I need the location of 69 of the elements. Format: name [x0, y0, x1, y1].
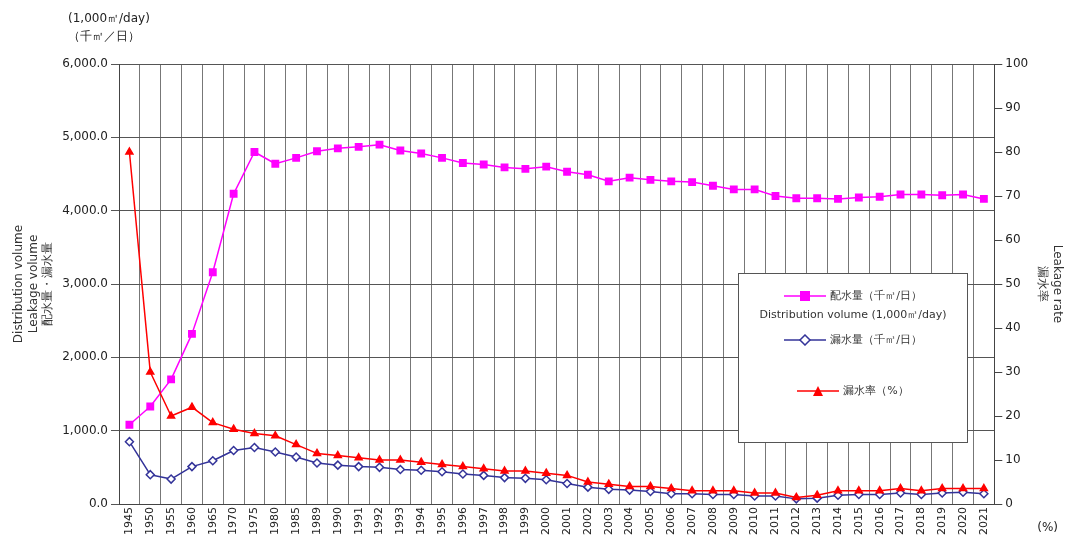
x-tick-label: 2008: [705, 507, 719, 536]
x-tick-label: 2010: [747, 507, 761, 536]
y-tick-label: 1,000.0: [62, 422, 108, 437]
y-tick-label: 4,000.0: [62, 202, 108, 217]
x-tick-label: 2016: [872, 507, 886, 536]
legend-label: 漏水率（%）: [843, 383, 909, 398]
x-tick-label: 2019: [935, 507, 949, 536]
x-tick-label: 1997: [476, 507, 490, 536]
legend-label: 漏水量（千㎥/日）: [830, 332, 922, 347]
y2-tick-label: 0: [1005, 496, 1013, 511]
x-tick-label: 2005: [643, 507, 657, 536]
y-tick-label: 2,000.0: [62, 349, 108, 364]
y2-tick-label: 100: [1005, 56, 1029, 71]
x-tick-label: 1945: [122, 507, 136, 536]
x-tick-label: 2020: [955, 507, 969, 536]
x-tick-label: 1989: [309, 507, 323, 536]
y-axis-title: Distribution volume Leakage volume 配水量・漏水量: [11, 224, 55, 344]
x-tick-label: 1965: [205, 507, 219, 536]
x-tick-label: 1985: [289, 507, 302, 536]
x-tick-label: 2011: [768, 507, 782, 536]
x-tick-label: 1993: [393, 507, 407, 536]
x-tick-label: 2012: [789, 507, 803, 536]
x-tick-label: 2014: [830, 507, 844, 536]
y2-axis-title: Leakage rate 漏水率: [1036, 244, 1065, 324]
x-tick-label: 2002: [580, 507, 594, 536]
y2-tick-label: 70: [1005, 188, 1021, 203]
y-tick-label: 5,000.0: [62, 129, 108, 144]
x-tick-label: 2007: [684, 507, 698, 536]
y2-tick-label: 20: [1005, 408, 1021, 423]
x-tick-label: 1975: [247, 507, 261, 536]
x-tick-label: 1998: [497, 507, 511, 536]
x-tick-label: 1991: [351, 507, 365, 536]
x-tick-label: 1992: [372, 507, 386, 536]
y2-tick-label: 50: [1005, 276, 1021, 291]
x-tick-label: 1960: [184, 507, 198, 536]
y2-tick-label: 80: [1005, 144, 1021, 159]
x-tick-label: 1995: [434, 507, 448, 536]
x-tick-label: 2013: [810, 507, 824, 536]
y-tick-label: 3,000.0: [62, 276, 108, 291]
x-tick-label: 2015: [851, 507, 865, 536]
y2-tick-label: 60: [1005, 232, 1021, 247]
x-tick-label: 1990: [330, 507, 344, 536]
text: (%): [1037, 520, 1058, 534]
text: (1,000㎥/day): [68, 10, 150, 27]
x-tick-label: 2006: [664, 507, 678, 536]
x-tick-label: 1955: [163, 507, 177, 536]
y2-tick-label: 90: [1005, 100, 1021, 115]
x-tick-label: 2001: [559, 507, 573, 536]
x-tick-label: 1994: [414, 507, 428, 536]
x-tick-label: 1999: [518, 507, 532, 536]
legend-label: 配水量（千㎥/日）: [830, 288, 922, 303]
y2-tick-label: 30: [1005, 364, 1021, 379]
x-tick-label: 2000: [539, 507, 553, 536]
x-tick-label: 2017: [893, 507, 907, 536]
annotation: Distribution volume (1,000㎥/day): [758, 307, 948, 322]
x-tick-label: 1980: [268, 507, 282, 536]
x-tick-label: 1950: [143, 507, 157, 536]
x-tick-label: 1996: [455, 507, 469, 536]
x-tick-label: 2021: [976, 507, 990, 536]
x-tick-label: 2018: [914, 507, 928, 536]
y2-tick-label: 40: [1005, 320, 1021, 335]
x-tick-label: 2004: [622, 507, 636, 536]
y2-tick-label: 10: [1005, 452, 1021, 467]
x-tick-label: 2009: [726, 507, 740, 536]
x-tick-label: 2003: [601, 507, 615, 536]
y-tick-label: 0.0: [88, 496, 108, 511]
y-tick-label: 6,000.0: [62, 56, 108, 71]
text: （千㎥／日）: [68, 28, 140, 45]
x-tick-label: 1970: [226, 507, 240, 536]
